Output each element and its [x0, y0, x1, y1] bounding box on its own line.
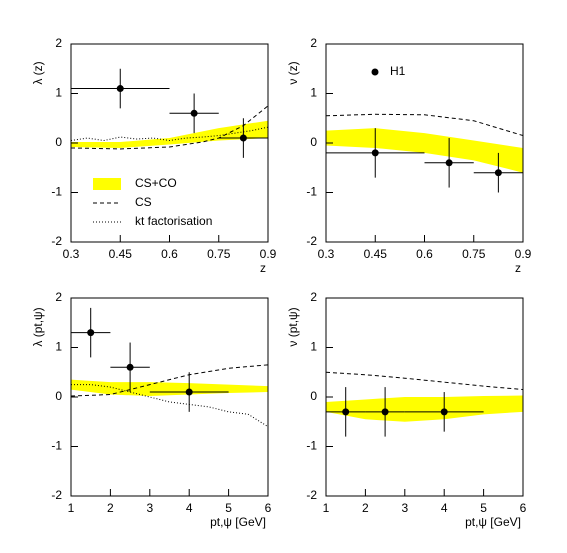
band [326, 395, 523, 422]
x-tick-label: 6 [265, 501, 272, 515]
data-point [381, 408, 389, 416]
x-tick-label: 4 [186, 501, 193, 515]
x-tick-label: 0.45 [364, 247, 388, 261]
x-axis-label: z [515, 261, 521, 275]
y-tick-label: 2 [310, 290, 317, 304]
y-tick-label: 0 [55, 389, 62, 403]
x-tick-label: 0.75 [207, 247, 231, 261]
y-tick-label: -2 [51, 234, 62, 248]
data-point [190, 109, 198, 117]
y-tick-label: 1 [310, 340, 317, 354]
data-point [185, 388, 193, 396]
y-tick-label: 0 [310, 135, 317, 149]
data-point [126, 363, 134, 371]
x-axis-label: pt,ψ [GeV] [465, 515, 521, 529]
x-tick-label: 0.6 [161, 247, 178, 261]
data-point [445, 159, 453, 167]
x-tick-label: 5 [225, 501, 232, 515]
x-tick-label: 3 [146, 501, 153, 515]
legend-swatch [93, 178, 121, 190]
y-tick-label: 1 [55, 86, 62, 100]
x-axis-label: pt,ψ [GeV] [210, 515, 266, 529]
plot-area [326, 371, 523, 422]
x-tick-label: 0.3 [318, 247, 335, 261]
y-tick-label: -1 [51, 185, 62, 199]
y-tick-label: 2 [55, 290, 62, 304]
y-tick-label: -1 [51, 439, 62, 453]
y-tick-label: -2 [306, 234, 317, 248]
data-point [494, 169, 502, 177]
x-tick-label: 1 [323, 501, 330, 515]
data-point [342, 408, 350, 416]
x-tick-label: 0.3 [63, 247, 80, 261]
legend-label: H1 [390, 64, 406, 78]
plot-area [71, 364, 268, 428]
y-tick-label: -1 [306, 185, 317, 199]
x-tick-label: 6 [520, 501, 527, 515]
y-tick-label: 2 [310, 36, 317, 50]
y-tick-label: 1 [55, 340, 62, 354]
x-tick-label: 0.9 [260, 247, 277, 261]
curve [326, 113, 523, 137]
y-tick-label: 0 [55, 135, 62, 149]
legend-marker [371, 68, 379, 76]
y-axis-label: ν (pt,ψ) [286, 307, 300, 346]
x-tick-label: 2 [362, 501, 369, 515]
y-tick-label: -2 [51, 488, 62, 502]
data-point [371, 149, 379, 157]
band [326, 128, 523, 173]
data-point [116, 85, 124, 93]
band [71, 379, 268, 397]
x-tick-label: 2 [107, 501, 114, 515]
data-point [87, 329, 95, 337]
x-tick-label: 4 [441, 501, 448, 515]
y-tick-label: -1 [306, 439, 317, 453]
x-tick-label: 0.45 [109, 247, 133, 261]
x-tick-label: 5 [480, 501, 487, 515]
band [71, 120, 268, 148]
y-tick-label: -2 [306, 488, 317, 502]
data-point [239, 134, 247, 142]
data-point [440, 408, 448, 416]
y-axis-label: λ (z) [31, 61, 45, 84]
x-tick-label: 3 [401, 501, 408, 515]
x-axis-label: z [260, 261, 266, 275]
y-tick-label: 0 [310, 389, 317, 403]
x-tick-label: 0.9 [515, 247, 532, 261]
x-tick-label: 0.6 [416, 247, 433, 261]
curve [71, 126, 268, 142]
y-tick-label: 2 [55, 36, 62, 50]
x-tick-label: 1 [68, 501, 75, 515]
legend-label: CS+CO [135, 176, 177, 190]
legend-label: CS [135, 195, 152, 209]
curve [71, 364, 268, 397]
plot-area [326, 113, 523, 173]
axes-frame [70, 297, 269, 497]
curve [326, 371, 523, 391]
y-axis-label: λ (pt,ψ) [31, 307, 45, 346]
y-axis-label: ν (z) [286, 61, 300, 84]
y-tick-label: 1 [310, 86, 317, 100]
x-tick-label: 0.75 [462, 247, 486, 261]
plot-area [71, 105, 268, 150]
legend-label: kt factorisation [135, 214, 212, 228]
